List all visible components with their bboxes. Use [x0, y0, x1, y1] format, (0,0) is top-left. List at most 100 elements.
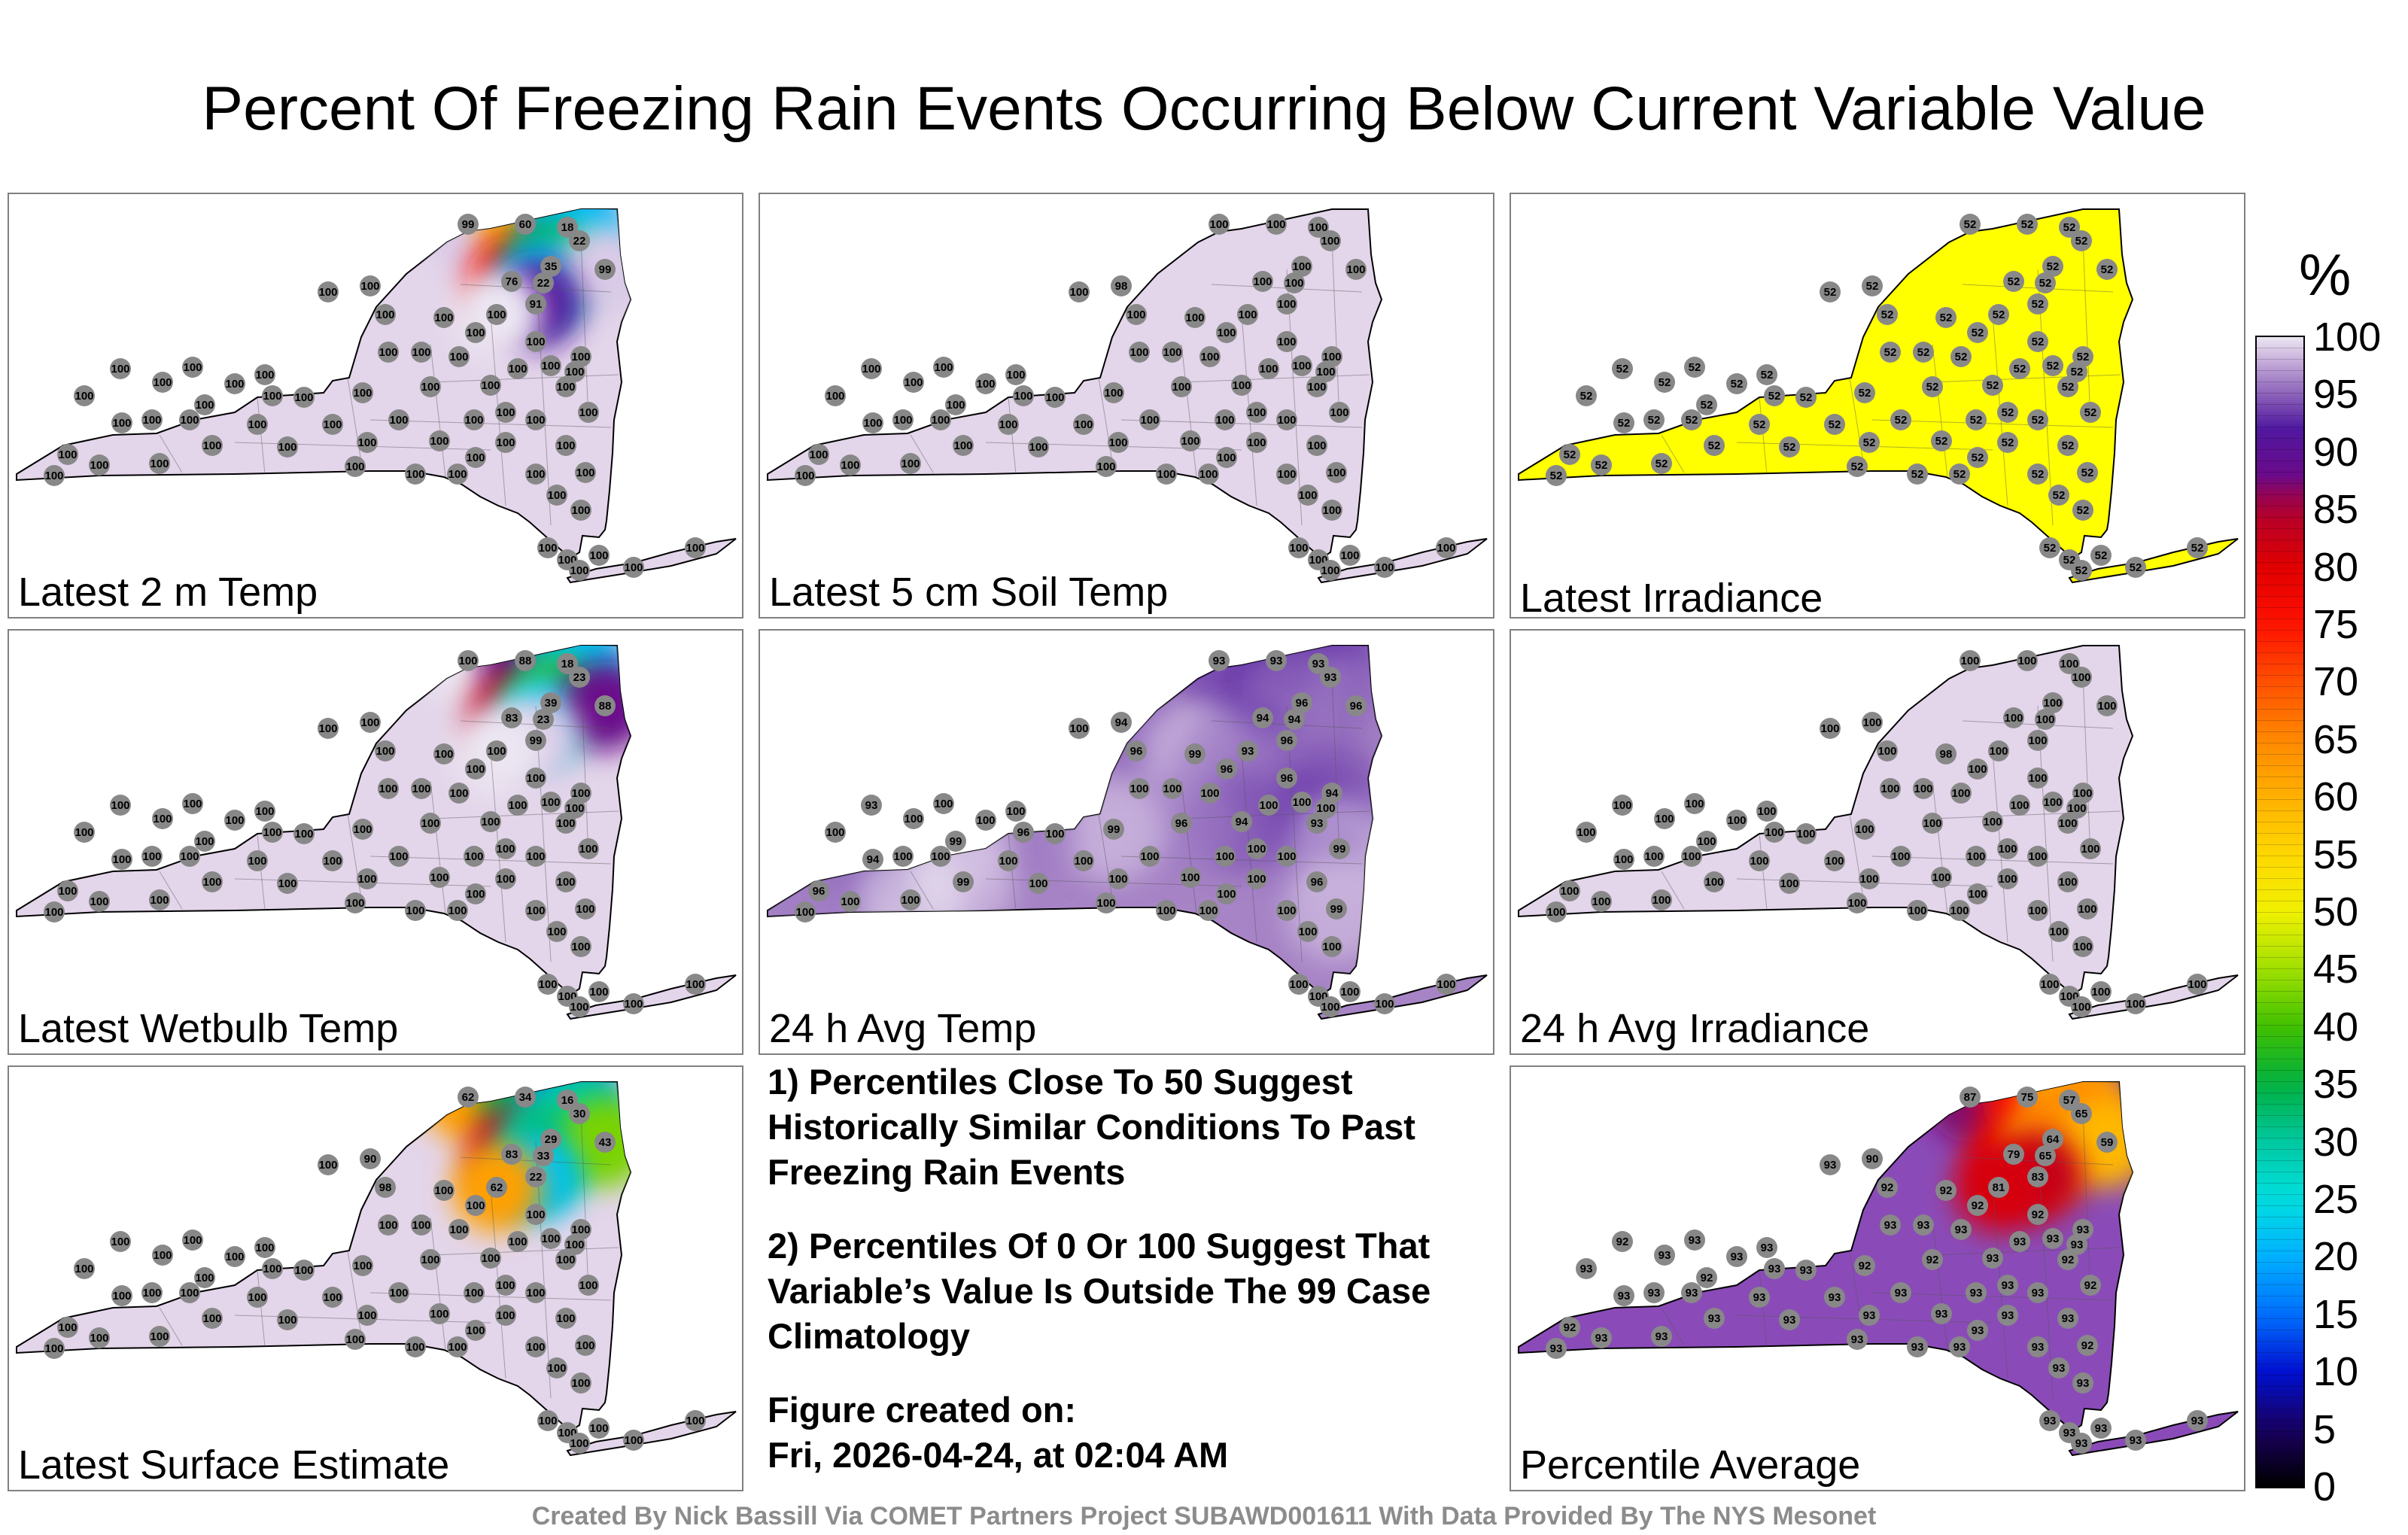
station-value: 100 — [466, 1199, 485, 1212]
station-dot — [89, 454, 110, 476]
station-value: 93 — [1783, 1314, 1796, 1327]
station-dot — [1345, 259, 1367, 280]
station-value: 100 — [1932, 871, 1950, 884]
station-value: 52 — [2014, 363, 2026, 375]
station-value: 52 — [2032, 298, 2045, 311]
station-value: 100 — [1247, 843, 1266, 856]
station-marker: 100 — [420, 376, 441, 397]
station-marker: 88 — [594, 695, 616, 716]
station-marker: 100 — [89, 1327, 110, 1348]
station-value: 100 — [2043, 697, 2062, 710]
station-marker: 100 — [2077, 898, 2098, 919]
station-marker: 100 — [465, 1195, 486, 1216]
county-line — [1181, 374, 1370, 383]
station-marker: 100 — [1246, 432, 1267, 453]
station-value: 100 — [1321, 564, 1339, 577]
county-line — [159, 434, 183, 473]
station-dot — [594, 259, 616, 280]
station-dot — [1877, 1177, 1898, 1198]
station-marker: 93 — [1890, 1282, 1911, 1303]
station-value: 52 — [1824, 286, 1837, 299]
station-marker: 93 — [1764, 1258, 1785, 1279]
station-dot — [540, 792, 561, 813]
station-dot — [578, 1275, 599, 1296]
station-dot — [1949, 464, 1970, 485]
station-value: 57 — [2063, 1094, 2076, 1107]
station-dot — [480, 375, 501, 396]
station-dot — [1922, 376, 1943, 397]
station-value: 100 — [1157, 904, 1175, 917]
station-value: 92 — [1926, 1254, 1939, 1266]
station-value: 100 — [1096, 897, 1115, 910]
station-dot — [277, 436, 298, 457]
station-value: 100 — [142, 850, 161, 863]
station-dot — [2072, 936, 2093, 957]
station-dot — [1654, 1245, 1675, 1266]
colorbar-tick: 60 — [2313, 774, 2359, 820]
station-marker: 100 — [1162, 778, 1183, 799]
station-marker: 100 — [247, 1287, 268, 1308]
county-line — [369, 1292, 612, 1301]
station-marker: 100 — [623, 1430, 644, 1451]
station-dot — [1749, 850, 1770, 871]
station-dot — [1096, 456, 1117, 477]
station-marker: 100 — [360, 275, 381, 296]
station-marker: 100 — [525, 1282, 546, 1303]
station-value: 59 — [2101, 1136, 2114, 1149]
station-marker: 52 — [1907, 464, 1928, 485]
station-marker: 100 — [1291, 792, 1312, 813]
station-marker: 52 — [1997, 402, 2018, 423]
panel-label: Percentile Average — [1520, 1442, 1861, 1488]
station-marker: 92 — [2077, 1335, 2098, 1356]
station-value: 65 — [2039, 1150, 2052, 1163]
station-marker: 100 — [111, 1285, 132, 1306]
station-marker: 52 — [2009, 358, 2030, 379]
station-marker: 100 — [840, 891, 861, 912]
station-marker: 93 — [1907, 1336, 1928, 1357]
station-dot — [1276, 331, 1297, 352]
station-dot — [1215, 846, 1236, 867]
station-marker: 52 — [1982, 375, 2003, 396]
station-marker: 83 — [2027, 1166, 2048, 1187]
station-dot — [262, 822, 283, 843]
station-dot — [2080, 402, 2101, 423]
station-value: 100 — [1096, 460, 1115, 473]
station-value: 93 — [2002, 1309, 2014, 1322]
station-dot — [1935, 1180, 1956, 1201]
station-dot — [525, 1204, 546, 1225]
station-dot — [1180, 867, 1201, 888]
station-marker: 100 — [1654, 808, 1675, 829]
station-marker: 100 — [465, 883, 486, 904]
station-dot — [1184, 743, 1206, 764]
station-dot — [1321, 346, 1342, 367]
station-value: 100 — [1321, 1001, 1339, 1014]
station-dot — [1559, 444, 1580, 465]
station-marker: 100 — [149, 889, 170, 910]
station-value: 100 — [1346, 263, 1365, 276]
station-value: 96 — [1130, 745, 1143, 758]
station-value: 100 — [1968, 888, 1987, 901]
station-marker: 100 — [433, 307, 455, 328]
station-value: 100 — [2091, 986, 2110, 999]
colorbar-tick: 25 — [2313, 1177, 2359, 1222]
station-dot — [1913, 1214, 1934, 1236]
station-dot — [1880, 1214, 1901, 1236]
station-marker: 100 — [1288, 974, 1309, 995]
created-label: Figure created on: — [768, 1390, 1077, 1430]
station-dot — [458, 1087, 479, 1108]
station-dot — [2072, 500, 2093, 521]
station-marker: 100 — [74, 1258, 95, 1279]
map-panel-6: 100 100 100 100 100 100 100 100 100 100 100 100 100 1… — [1510, 629, 2245, 1055]
station-value: 92 — [2032, 1208, 2045, 1221]
station-dot — [862, 849, 883, 870]
station-marker: 100 — [1764, 822, 1785, 843]
station-value: 93 — [2077, 1377, 2090, 1390]
station-marker: 93 — [1824, 1287, 1845, 1308]
station-dot — [465, 1320, 486, 1341]
station-marker: 100 — [555, 871, 576, 892]
station-dot — [1988, 304, 2009, 325]
station-marker: 93 — [2125, 1430, 2146, 1451]
station-value: 100 — [430, 871, 448, 884]
station-value: 100 — [1322, 941, 1341, 953]
station-value: 83 — [506, 1148, 518, 1161]
